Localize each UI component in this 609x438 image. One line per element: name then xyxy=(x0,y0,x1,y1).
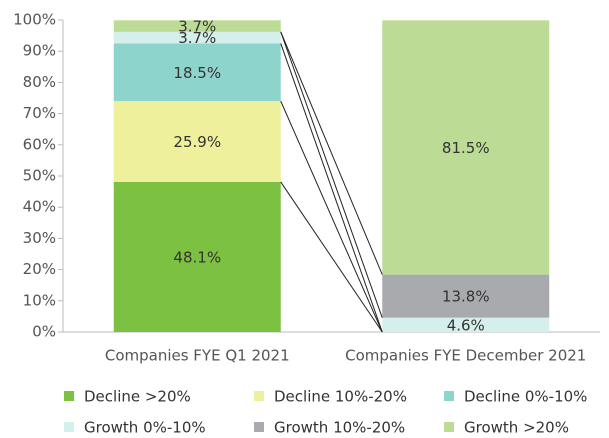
data-label: 18.5% xyxy=(173,64,221,82)
y-tick-label: 10% xyxy=(23,291,56,309)
legend-swatch xyxy=(64,391,74,401)
legend-label: Decline >20% xyxy=(84,388,191,406)
y-tick-label: 50% xyxy=(23,167,56,185)
legend-label: Growth >20% xyxy=(464,419,569,437)
legend-label: Growth 0%-10% xyxy=(84,419,206,437)
data-label: 3.7% xyxy=(178,18,216,36)
y-tick-label: 90% xyxy=(23,42,56,60)
y-tick-label: 80% xyxy=(23,73,56,91)
bar-segment xyxy=(382,274,550,318)
legend-label: Growth 10%-20% xyxy=(274,419,405,437)
legend-swatch xyxy=(64,422,74,432)
x-tick-label: Companies FYE Q1 2021 xyxy=(105,347,290,365)
connector-line xyxy=(280,31,383,318)
y-tick-label: 40% xyxy=(23,198,56,216)
bar-segment xyxy=(113,181,281,332)
data-label: 3.7% xyxy=(178,29,216,47)
y-tick-label: 60% xyxy=(23,135,56,153)
connector-line xyxy=(280,43,383,333)
bar-segment xyxy=(382,20,550,275)
bar-segment xyxy=(382,317,550,332)
data-label: 13.8% xyxy=(442,288,490,306)
x-tick-label: Companies FYE December 2021 xyxy=(345,347,586,365)
y-tick-label: 20% xyxy=(23,260,56,278)
y-tick-label: 100% xyxy=(13,11,56,29)
legend-swatch xyxy=(254,422,264,432)
y-tick-label: 70% xyxy=(23,104,56,122)
legend-swatch xyxy=(254,391,264,401)
legend-swatch xyxy=(444,422,454,432)
y-tick-label: 0% xyxy=(32,323,56,341)
legend-label: Decline 10%-20% xyxy=(274,388,407,406)
data-label: 4.6% xyxy=(447,316,485,334)
connector-line xyxy=(280,181,383,333)
connector-line xyxy=(280,100,383,333)
bar-segment xyxy=(113,101,281,182)
bar-segment xyxy=(113,43,281,102)
legend-label: Decline 0%-10% xyxy=(464,388,587,406)
data-label: 81.5% xyxy=(442,139,490,157)
connector-line xyxy=(280,31,383,275)
data-label: 25.9% xyxy=(173,133,221,151)
data-label: 48.1% xyxy=(173,248,221,266)
legend-swatch xyxy=(444,391,454,401)
bar-segment xyxy=(113,31,281,44)
y-tick-label: 30% xyxy=(23,229,56,247)
bar-segment xyxy=(113,20,281,32)
